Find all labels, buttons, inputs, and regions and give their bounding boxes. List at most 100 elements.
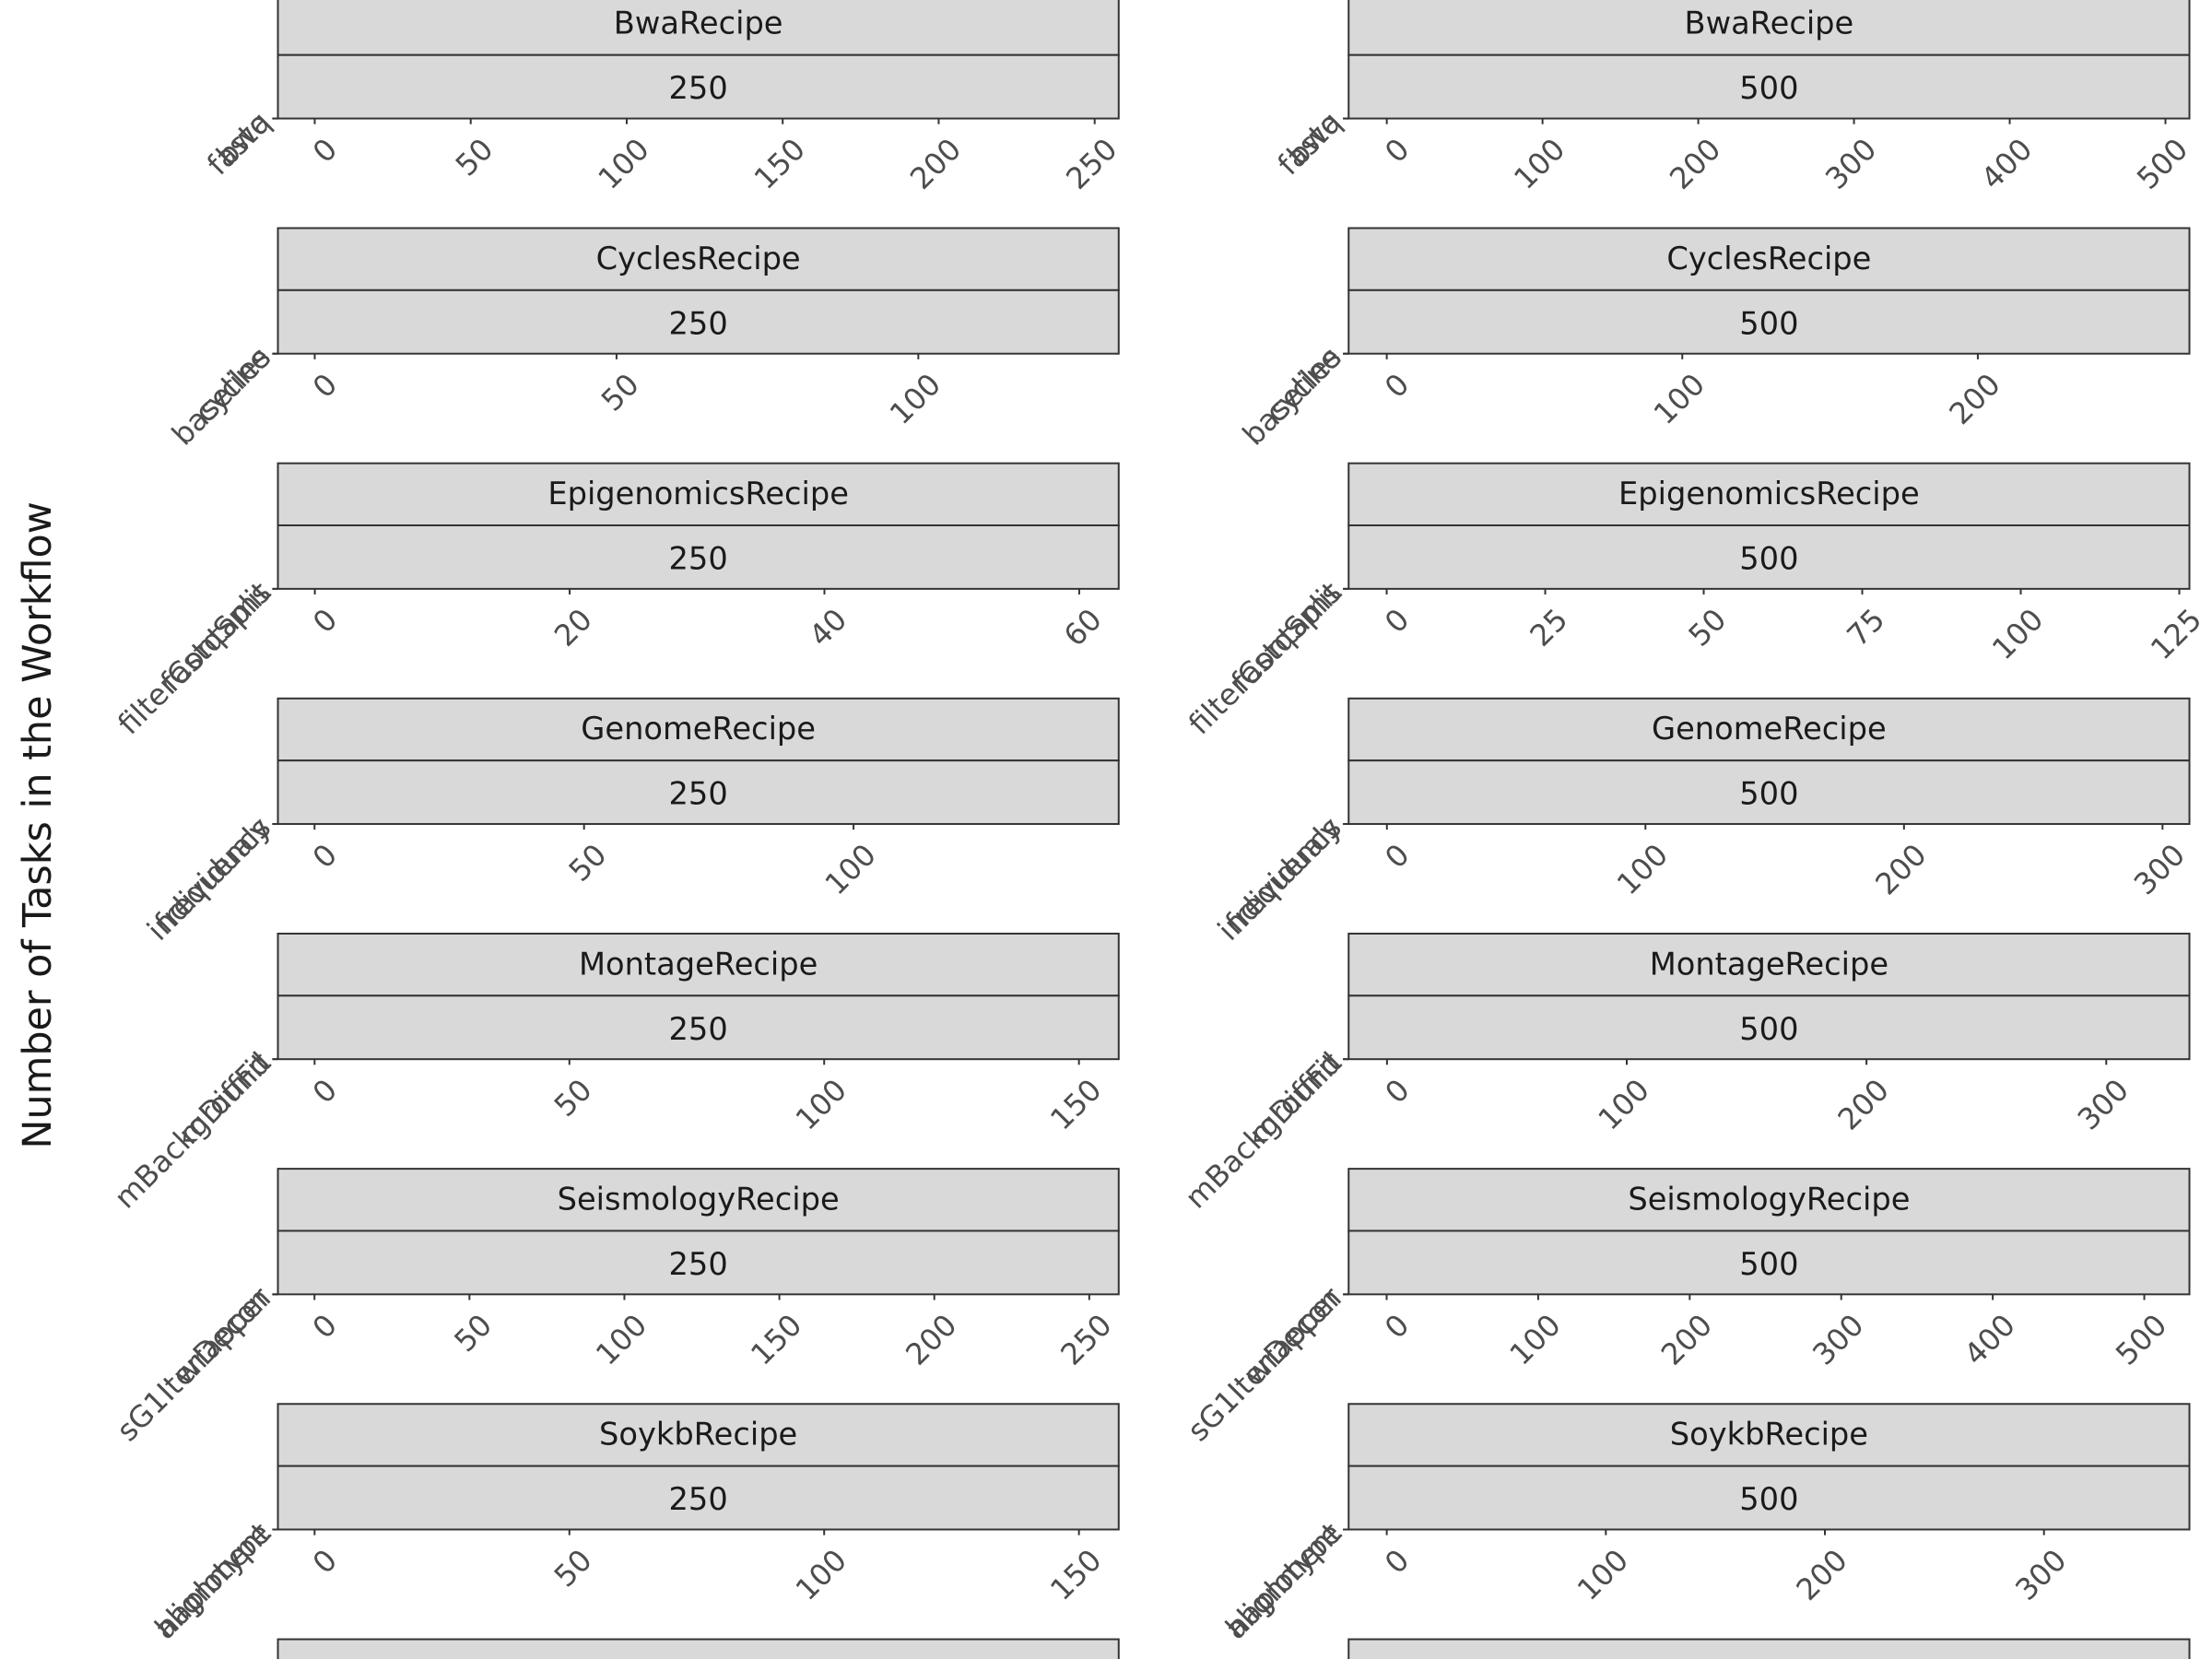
y-tick-label: frequency [1218,810,1348,940]
x-tick-label: 50 [547,1543,599,1594]
x-tick-label: 0 [1378,132,1416,170]
x-tick-label: 250 [1053,1307,1118,1371]
facet-strip [1347,759,2191,826]
facet-title: GenomeRecipe [581,711,816,747]
x-tick-label: 500 [2109,1307,2173,1371]
x-tick-label: 200 [1943,367,2007,431]
x-tick-label: 100 [789,1072,853,1136]
facet-strip [1347,1403,2191,1467]
facet-size: 500 [1739,70,1798,106]
facet-size: 250 [669,1246,728,1282]
facet-size: 250 [669,540,728,576]
x-tick-label: 0 [1378,837,1416,875]
y-tick-label: wrapper [1237,1280,1348,1392]
facet-strip [1347,994,2191,1061]
facet-title: BwaRecipe [1685,6,1854,41]
strip-cut [276,1638,1120,1659]
facet-strip [1347,288,2191,355]
x-tick-label: 50 [547,1072,599,1124]
x-tick-label: 0 [1378,1307,1416,1345]
facet-size: 250 [669,1011,728,1047]
y-tick-label: fastqSplit [1224,575,1347,699]
facet-strip [1347,932,2191,997]
facet-strip [276,994,1120,1061]
x-tick-label: 250 [1059,132,1124,196]
x-tick-label: 150 [747,132,812,196]
facet-strip [1347,1168,2191,1232]
facet-title: CyclesRecipe [596,241,801,276]
x-tick-label: 300 [1806,1307,1870,1371]
x-tick-label: 50 [562,837,614,888]
x-tick-label: 50 [594,367,646,418]
facet-size: 250 [669,70,728,106]
x-tick-label: 200 [899,1307,963,1371]
x-tick-label: 75 [1841,602,1892,653]
x-tick-label: 0 [306,1543,344,1581]
facet-title: EpigenomicsRecipe [1618,476,1920,512]
x-tick-label: 300 [1818,132,1883,196]
x-tick-label: 0 [306,132,344,170]
y-tick-label: cycles [188,340,277,429]
facet-size: 500 [1739,305,1798,341]
facet-title: SoykbRecipe [599,1417,797,1453]
x-tick-label: 0 [306,1307,344,1345]
facet-strip [276,1465,1120,1531]
x-tick-label: 0 [1378,367,1416,405]
facet-strip [276,1230,1120,1296]
facet-size: 250 [669,1481,728,1517]
x-tick-label: 50 [449,132,500,183]
x-tick-label: 100 [789,1543,853,1607]
facet-strip [276,462,1120,526]
x-tick-label: 200 [1868,837,1933,901]
x-tick-label: 50 [1682,602,1734,653]
x-tick-label: 100 [1571,1543,1635,1607]
x-tick-label: 400 [1958,1307,2022,1371]
facet-size: 250 [669,305,728,341]
y-tick-label: frequency [147,810,277,940]
facet-title: GenomeRecipe [1652,711,1887,747]
x-tick-label: 0 [1378,602,1416,640]
facet-strip [276,932,1120,997]
facet-strip [276,0,1120,56]
facet-size: 250 [669,776,728,812]
x-tick-label: 100 [589,1307,653,1371]
facet-title: BwaRecipe [614,6,783,41]
facet-strip [276,227,1120,291]
facet-strip [1347,1465,2191,1531]
x-tick-label: 200 [1790,1543,1854,1607]
facet-size: 500 [1739,1011,1798,1047]
y-axis-label: Number of Tasks in the Workflow [15,501,61,1148]
x-tick-label: 400 [1974,132,2039,196]
x-tick-label: 50 [447,1307,499,1359]
facet-strip [1347,697,2191,762]
x-tick-label: 200 [1663,132,1727,196]
x-tick-label: 100 [1647,367,1712,431]
x-tick-label: 60 [1057,602,1109,653]
strip-cut [1347,1638,2191,1659]
y-tick-label: haplotype [1218,1515,1348,1645]
x-tick-label: 0 [306,1072,344,1110]
y-tick-label: fastqSplit [154,575,277,699]
facet-strip [1347,227,2191,291]
y-tick-label: mDiffFit [171,1045,277,1151]
x-tick-label: 0 [1378,1543,1416,1581]
x-tick-label: 200 [903,132,968,196]
x-tick-label: 150 [1043,1072,1108,1136]
x-tick-label: 500 [2130,132,2194,196]
facet-strip [276,524,1120,590]
facet-size: 500 [1739,1481,1798,1517]
x-tick-label: 100 [1985,602,2050,666]
x-tick-label: 150 [1043,1543,1108,1607]
x-tick-label: 20 [547,602,599,653]
x-tick-label: 300 [2127,837,2192,901]
facet-strip [276,288,1120,355]
x-tick-label: 0 [306,602,344,640]
facet-title: SeismologyRecipe [1628,1182,1910,1218]
facet-title: EpigenomicsRecipe [547,476,849,512]
x-tick-label: 150 [744,1307,808,1371]
facet-title: SeismologyRecipe [558,1182,840,1218]
facet-title: CyclesRecipe [1666,241,1871,276]
x-tick-label: 100 [1503,1307,1568,1371]
y-tick-label: mDiffFit [1242,1045,1348,1151]
